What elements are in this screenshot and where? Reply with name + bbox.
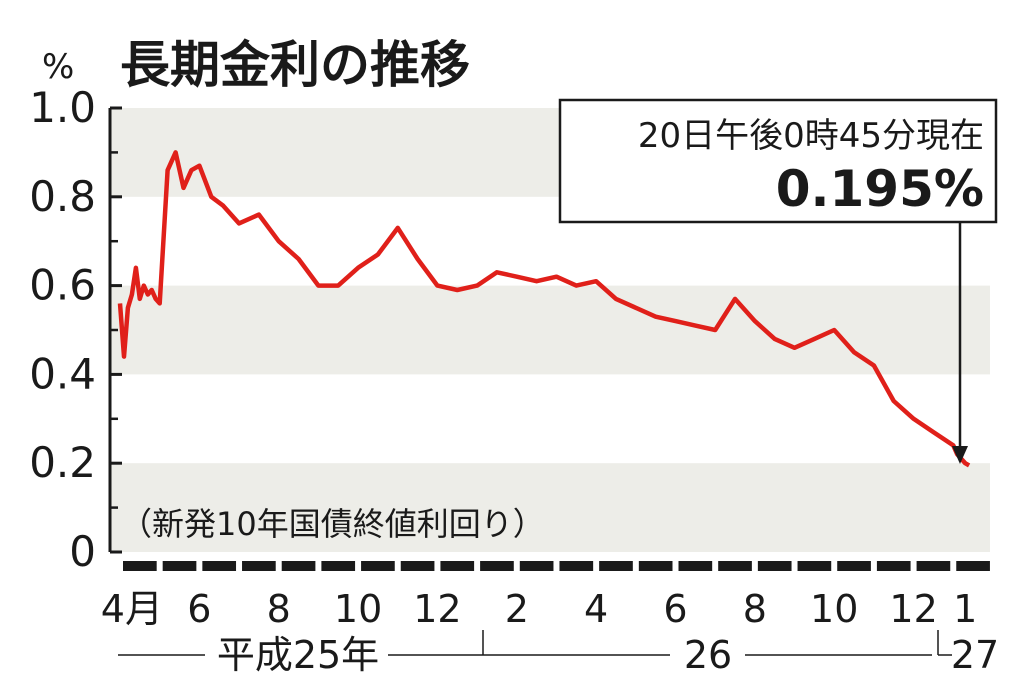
- x-tick-label: 4月: [101, 587, 163, 631]
- month-segment: [837, 561, 871, 571]
- month-segment: [559, 561, 594, 571]
- y-axis-ticks: 0 0.2 0.4 0.6 0.8 1.0: [29, 83, 122, 576]
- month-segment: [956, 561, 990, 571]
- month-segment: [162, 561, 197, 571]
- callout-value: 0.195%: [776, 160, 984, 218]
- year-label: 27: [951, 633, 999, 677]
- grid-band: [110, 463, 990, 552]
- x-tick-label: 12: [889, 587, 937, 631]
- month-segment: [123, 561, 157, 571]
- y-tick-label: 0.2: [29, 438, 96, 487]
- year-label: 平成25年: [217, 633, 379, 677]
- month-segment: [916, 561, 951, 571]
- callout-time: 20日午後0時45分現在: [638, 116, 984, 156]
- month-segment: [480, 561, 514, 571]
- month-segment: [678, 561, 713, 571]
- callout-arrowhead: [952, 446, 968, 464]
- year-label: 26: [684, 633, 732, 677]
- y-axis-unit-label: %: [42, 47, 74, 87]
- y-tick-label: 0: [69, 527, 96, 576]
- month-segment: [519, 561, 554, 571]
- month-segment: [638, 561, 673, 571]
- y-axis-minor-ticks: [110, 151, 118, 509]
- x-tick-label: 10: [810, 587, 858, 631]
- y-tick-label: 0.6: [29, 261, 96, 310]
- month-segment: [361, 561, 395, 571]
- callout-box: [558, 98, 998, 224]
- month-segment: [440, 561, 475, 571]
- x-tick-label: 12: [413, 587, 461, 631]
- month-segment: [599, 561, 633, 571]
- x-tick-label: 8: [267, 587, 291, 631]
- month-segment: [400, 561, 435, 571]
- grid-band: [110, 285, 990, 375]
- series-line: [117, 150, 971, 468]
- x-tick-label: 2: [505, 587, 529, 631]
- x-tick-label: 6: [187, 587, 211, 631]
- month-segment: [202, 561, 237, 571]
- month-segment: [718, 561, 752, 571]
- y-tick-label: 1.0: [29, 83, 96, 132]
- x-axis-month-labels: 4月 6 8 10 12 2 4 6 8 10 12 1: [101, 587, 977, 631]
- x-tick-label: 1: [953, 587, 977, 631]
- y-tick-label: 0.8: [29, 172, 96, 221]
- month-segment: [876, 561, 911, 571]
- y-tick-label: 0.4: [29, 349, 96, 398]
- month-segment: [757, 561, 792, 571]
- chart-title: 長期金利の推移: [120, 36, 470, 94]
- x-tick-label: 6: [663, 587, 687, 631]
- x-axis-year-axis: 平成25年 26 27: [118, 630, 999, 677]
- chart-subtitle: （新発10年国債終値利回り）: [120, 505, 545, 543]
- month-segment: [797, 561, 832, 571]
- month-segment: [281, 561, 316, 571]
- x-tick-label: 10: [334, 587, 382, 631]
- x-tick-label: 8: [743, 587, 767, 631]
- month-segment: [321, 561, 356, 571]
- callout: 20日午後0時45分現在 0.195%: [558, 98, 998, 464]
- x-tick-label: 4: [584, 587, 608, 631]
- month-segment: [242, 561, 276, 571]
- x-axis-month-bar: [123, 561, 990, 571]
